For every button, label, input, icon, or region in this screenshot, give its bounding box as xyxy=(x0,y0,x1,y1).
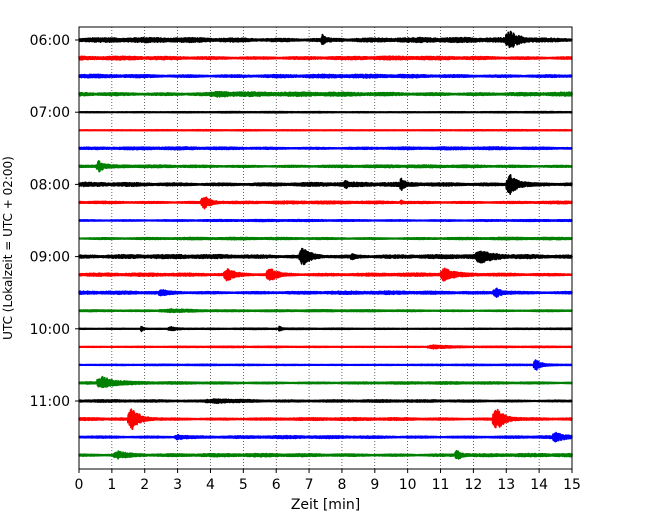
x-tick-label: 14 xyxy=(530,477,548,493)
trace-1030 xyxy=(78,359,573,371)
y-tick-label: 06:00 xyxy=(30,33,70,49)
trace-0730 xyxy=(78,146,573,151)
x-tick-label: 2 xyxy=(140,477,149,493)
y-tick-label: 07:00 xyxy=(30,105,70,121)
x-tick-label: 13 xyxy=(497,477,515,493)
x-axis-label: Zeit [min] xyxy=(291,497,360,513)
y-axis: 06:00 07:00 08:00 09:00 10:00 11:00 xyxy=(30,33,79,410)
x-tick-label: 12 xyxy=(464,477,482,493)
trace-1015 xyxy=(78,344,573,350)
x-tick-label: 7 xyxy=(305,477,314,493)
x-tick-label: 5 xyxy=(239,477,248,493)
trace-0615 xyxy=(78,55,573,61)
trace-1100 xyxy=(78,398,573,404)
trace-0945 xyxy=(78,308,573,314)
trace-0915 xyxy=(78,267,573,282)
x-axis: 0 1 2 3 4 5 6 7 8 9 10 11 12 13 14 15 xyxy=(75,469,581,493)
trace-0715 xyxy=(78,128,573,132)
trace-1130 xyxy=(78,431,573,443)
trace-0800 xyxy=(78,174,573,195)
trace-0830 xyxy=(78,218,573,223)
trace-1115 xyxy=(78,408,573,431)
x-tick-label: 0 xyxy=(75,477,84,493)
x-tick-label: 1 xyxy=(107,477,116,493)
trace-0630 xyxy=(78,73,573,79)
trace-1145 xyxy=(78,449,573,460)
trace-0930 xyxy=(78,287,573,299)
x-tick-label: 15 xyxy=(563,477,581,493)
x-tick-label: 10 xyxy=(399,477,417,493)
trace-0645 xyxy=(78,90,573,98)
plot-frame xyxy=(78,26,573,470)
trace-0900 xyxy=(78,247,573,266)
y-tick-label: 11:00 xyxy=(30,394,70,410)
x-tick-label: 9 xyxy=(370,477,379,493)
x-tick-label: 6 xyxy=(272,477,281,493)
x-tick-label: 3 xyxy=(173,477,182,493)
trace-0600 xyxy=(78,30,573,49)
trace-1045 xyxy=(78,375,573,389)
trace-0745 xyxy=(78,160,573,173)
trace-0700 xyxy=(78,110,573,114)
traces-layer xyxy=(78,30,573,460)
y-axis-label: UTC (Lokalzeit = UTC + 02:00) xyxy=(1,156,15,340)
trace-1000 xyxy=(78,325,573,333)
x-tick-label: 8 xyxy=(337,477,346,493)
y-tick-label: 10:00 xyxy=(30,322,70,338)
y-tick-label: 08:00 xyxy=(30,177,70,193)
y-tick-label: 09:00 xyxy=(30,250,70,266)
trace-0845 xyxy=(78,236,573,241)
x-tick-label: 11 xyxy=(432,477,450,493)
trace-0815 xyxy=(78,196,573,210)
x-tick-label: 4 xyxy=(206,477,215,493)
